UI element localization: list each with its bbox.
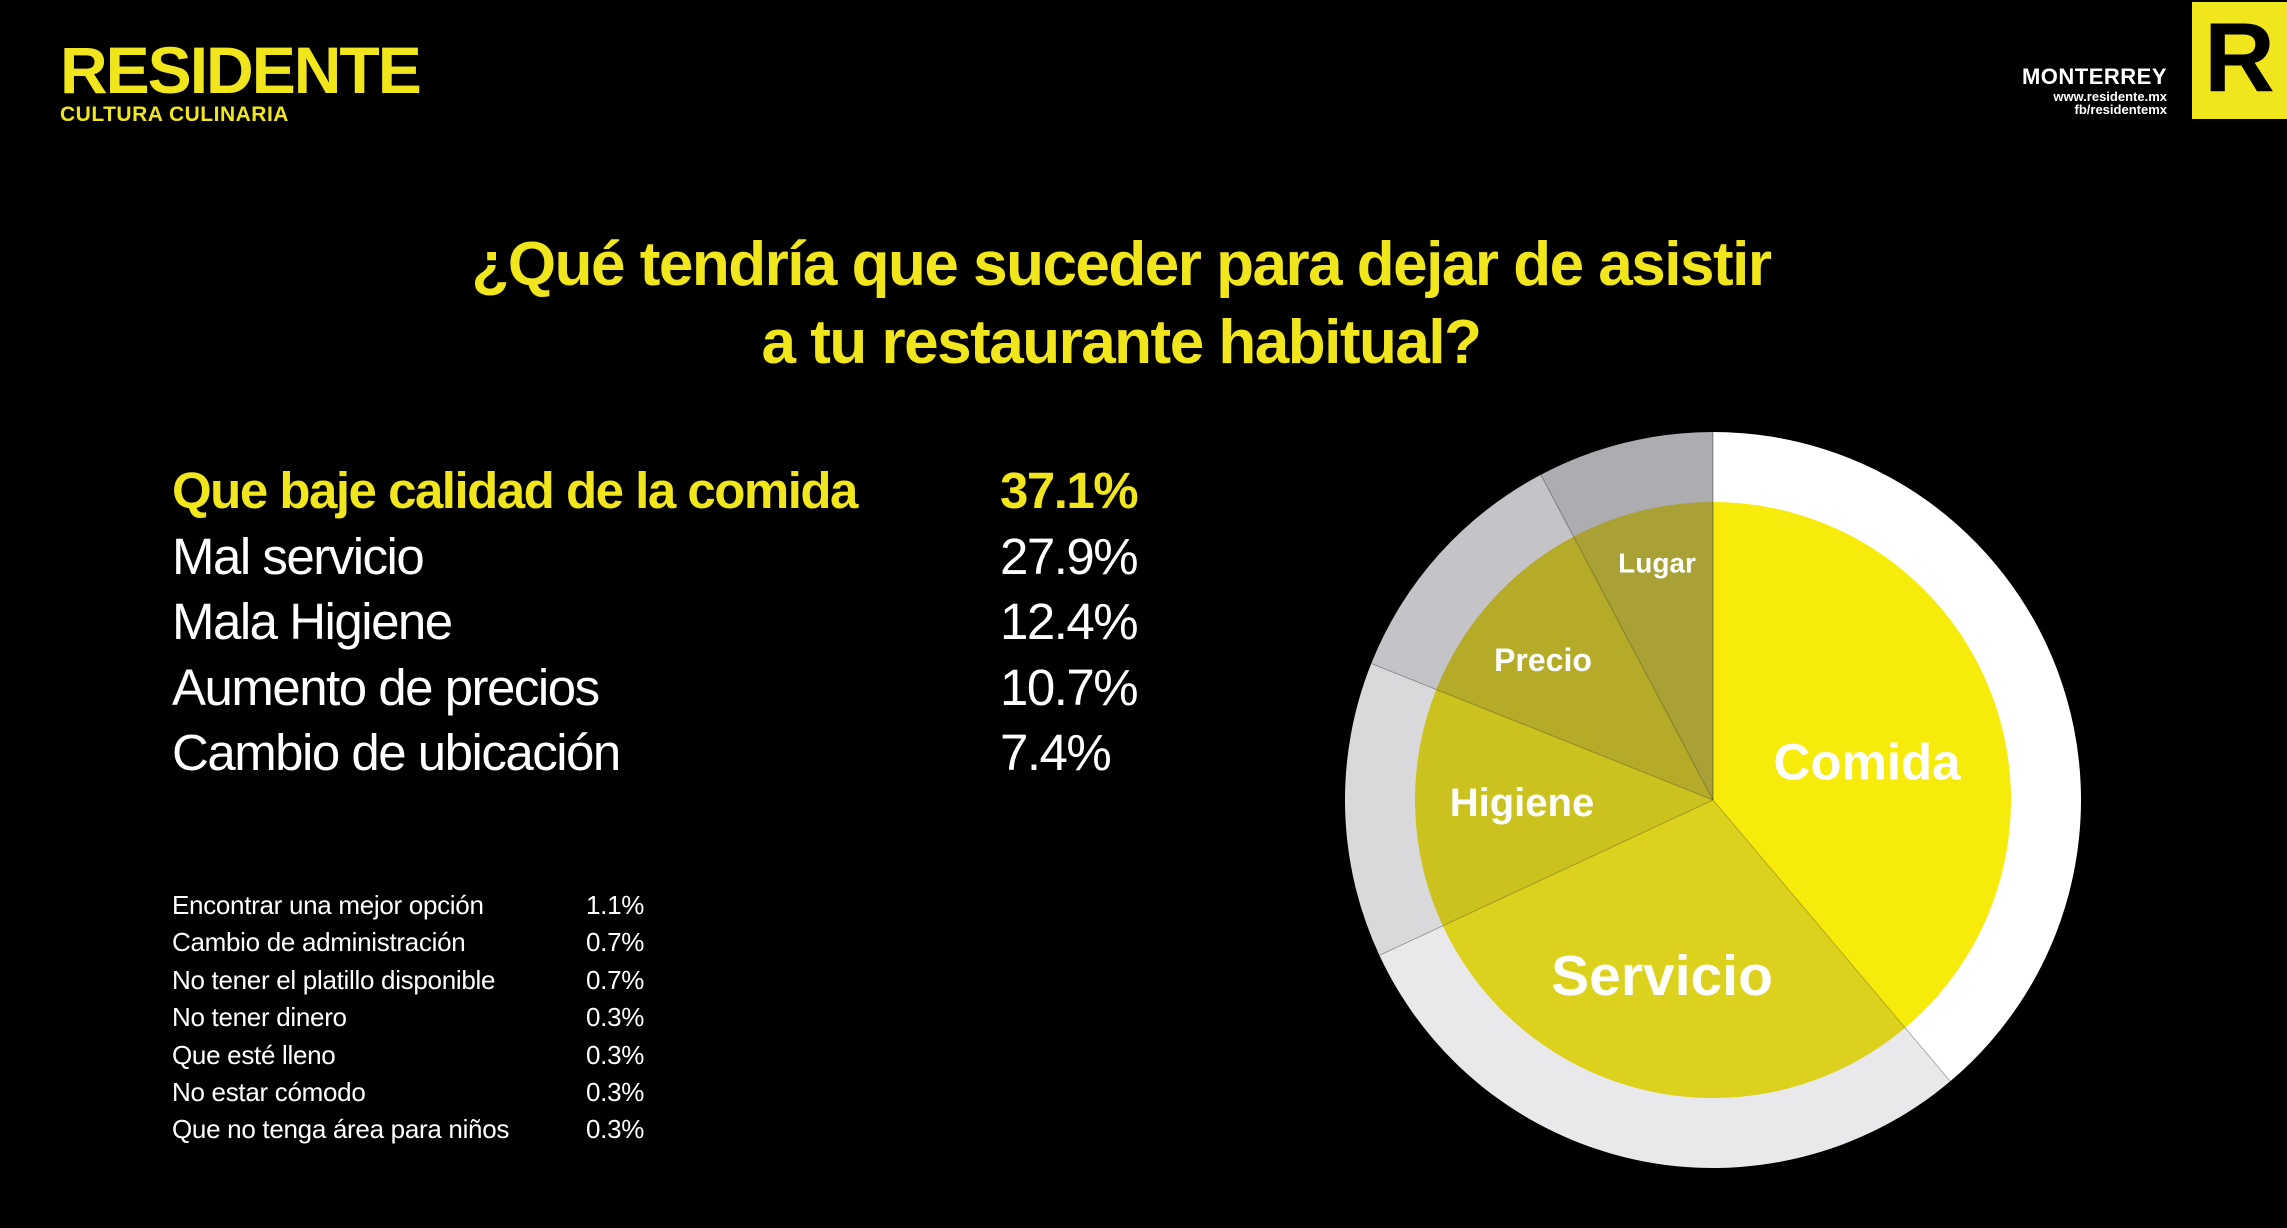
pie-segment-servicio (1442, 800, 1906, 1098)
answer-label: Cambio de administración (172, 927, 466, 958)
answer-label: No tener el platillo disponible (172, 964, 496, 995)
publication-website: www.residente.mx (2053, 89, 2167, 104)
minor-list-row: No tener el platillo disponible 0.7% (172, 963, 644, 1000)
pie-segment-divider (1371, 663, 1714, 801)
answer-value: 10.7% (1000, 658, 1139, 716)
answer-label: Que no tenga área para niños (172, 1114, 510, 1145)
main-list-row: Mala Higiene 12.4% (172, 592, 1139, 658)
corner-badge-letter: R (2204, 2, 2275, 112)
answer-value: 37.1% (1000, 462, 1139, 519)
pie-label-servicio: Servicio (1551, 944, 1773, 1008)
pie-segment-higiene (1415, 689, 1713, 926)
page-title-line1: ¿Qué tendría que suceder para dejar de a… (471, 230, 1772, 299)
pie-chart: Comida Servicio Higiene Precio Lugar (1345, 432, 2081, 1168)
pie-segment-divider (1379, 799, 1714, 956)
pie-label-precio: Precio (1494, 642, 1592, 678)
brand-logo-subtitle: CULTURA CULINARIA (60, 103, 289, 126)
answer-value: 27.9% (1000, 527, 1139, 585)
minor-answer-list: Encontrar una mejor opción 1.1% Cambio de … (172, 888, 644, 1150)
answer-label: Aumento de precios (172, 658, 600, 716)
pie-segment-comida (1713, 502, 2011, 1028)
answer-label: Mal servicio (172, 527, 425, 585)
answer-value: 0.7% (586, 964, 645, 995)
pie-segment-divider (1712, 799, 1951, 1082)
page-title: ¿Qué tendría que suceder para dejar de a… (0, 226, 2242, 382)
answer-value: 0.7% (586, 927, 645, 958)
publication-info: MONTERREY www.residente.mx fb/residentem… (2022, 64, 2167, 116)
pie-segment-divider (1540, 474, 1714, 801)
main-answer-list: Que baje calidad de la comida 37.1% Mal se… (172, 461, 1139, 789)
minor-list-row: Que no tenga área para niños 0.3% (172, 1112, 644, 1149)
main-list-row: Que baje calidad de la comida 37.1% (172, 461, 1139, 527)
answer-value: 0.3% (586, 1076, 645, 1107)
pie-label-comida: Comida (1773, 734, 1961, 791)
minor-list-row: Que esté lleno 0.3% (172, 1038, 644, 1075)
answer-label: No tener dinero (172, 1002, 347, 1033)
answer-value: 0.3% (586, 1114, 645, 1145)
answer-label: Que esté lleno (172, 1039, 336, 1070)
publication-city: MONTERREY (2021, 64, 2167, 89)
publication-facebook: fb/residentemx (2074, 102, 2167, 117)
answer-label: No estar cómodo (172, 1076, 366, 1107)
minor-list-row: Cambio de administración 0.7% (172, 925, 644, 962)
corner-badge: R (2192, 2, 2287, 119)
brand-logo-title: RESIDENTE (60, 33, 422, 107)
answer-label: Encontrar una mejor opción (172, 890, 484, 920)
main-list-row: Aumento de precios 10.7% (172, 658, 1139, 724)
answer-label: Que baje calidad de la comida (172, 462, 858, 519)
minor-list-row: No estar cómodo 0.3% (172, 1075, 644, 1112)
answer-value: 1.1% (586, 890, 645, 920)
pie-segment-precio (1436, 536, 1713, 800)
answer-value: 12.4% (1000, 593, 1139, 650)
brand-logo: RESIDENTE CULTURA CULINARIA (60, 33, 422, 127)
answer-value: 0.3% (586, 1002, 645, 1033)
page-title-line2: a tu restaurante habitual? (761, 308, 1482, 377)
minor-list-row: Encontrar una mejor opción 1.1% (172, 888, 644, 925)
pie-segment-lugar (1573, 502, 1713, 800)
answer-value: 0.3% (586, 1039, 645, 1070)
answer-value: 7.4% (1000, 724, 1112, 781)
main-list-row: Mal servicio 27.9% (172, 527, 1139, 593)
pie-label-lugar: Lugar (1618, 548, 1696, 579)
pie-label-higiene: Higiene (1450, 781, 1594, 825)
main-list-row: Cambio de ubicación 7.4% (172, 723, 1137, 789)
answer-label: Mala Higiene (172, 593, 453, 650)
minor-list-row: No tener dinero 0.3% (172, 1000, 644, 1037)
answer-label: Cambio de ubicación (172, 724, 621, 781)
